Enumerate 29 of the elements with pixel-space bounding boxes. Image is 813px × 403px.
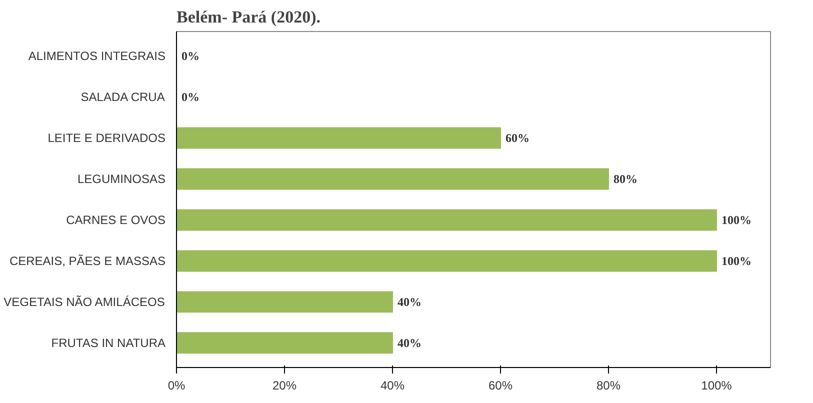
data-label: 60% [506,131,530,146]
bar [176,332,393,354]
bar [176,250,717,272]
data-label: 100% [722,212,752,227]
x-tick-label: 100% [701,378,732,392]
bar [176,291,393,313]
y-tick-label: VEGETAIS NÃO AMILÁCEOS [4,294,165,309]
y-tick-label: CEREAIS, PÃES E MASSAS [9,254,166,268]
x-tick-label: 40% [380,378,405,392]
y-tick-label: ALIMENTOS INTEGRAIS [28,49,166,64]
x-tick-label: 60% [488,378,513,392]
bar [176,168,609,190]
bar [176,209,717,231]
y-tick-label: LEITE E DERIVADOS [48,131,166,146]
bar [176,127,501,149]
x-tick-label: 20% [272,378,297,392]
x-tick-label: 0% [168,378,186,392]
data-label: 40% [398,336,422,350]
y-tick-label: LEGUMINOSAS [77,172,166,186]
y-tick-label: FRUTAS IN NATURA [51,336,166,350]
chart-title: Belém- Pará (2020). [176,8,320,26]
x-tick-label: 80% [596,378,621,392]
data-label: 0% [182,49,200,64]
data-label: 0% [182,90,200,104]
data-label: 80% [614,172,638,186]
y-tick-label: CARNES E OVOS [66,212,166,227]
data-label: 100% [722,254,752,268]
data-label: 40% [398,294,422,309]
y-tick-label: SALADA CRUA [80,90,165,104]
